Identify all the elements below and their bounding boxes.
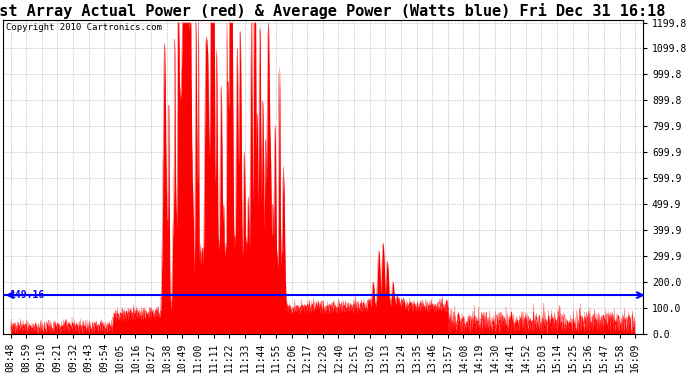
Title: West Array Actual Power (red) & Average Power (Watts blue) Fri Dec 31 16:18: West Array Actual Power (red) & Average … — [0, 3, 665, 19]
Text: 149.16: 149.16 — [9, 290, 44, 300]
Text: Copyright 2010 Cartronics.com: Copyright 2010 Cartronics.com — [6, 23, 162, 32]
